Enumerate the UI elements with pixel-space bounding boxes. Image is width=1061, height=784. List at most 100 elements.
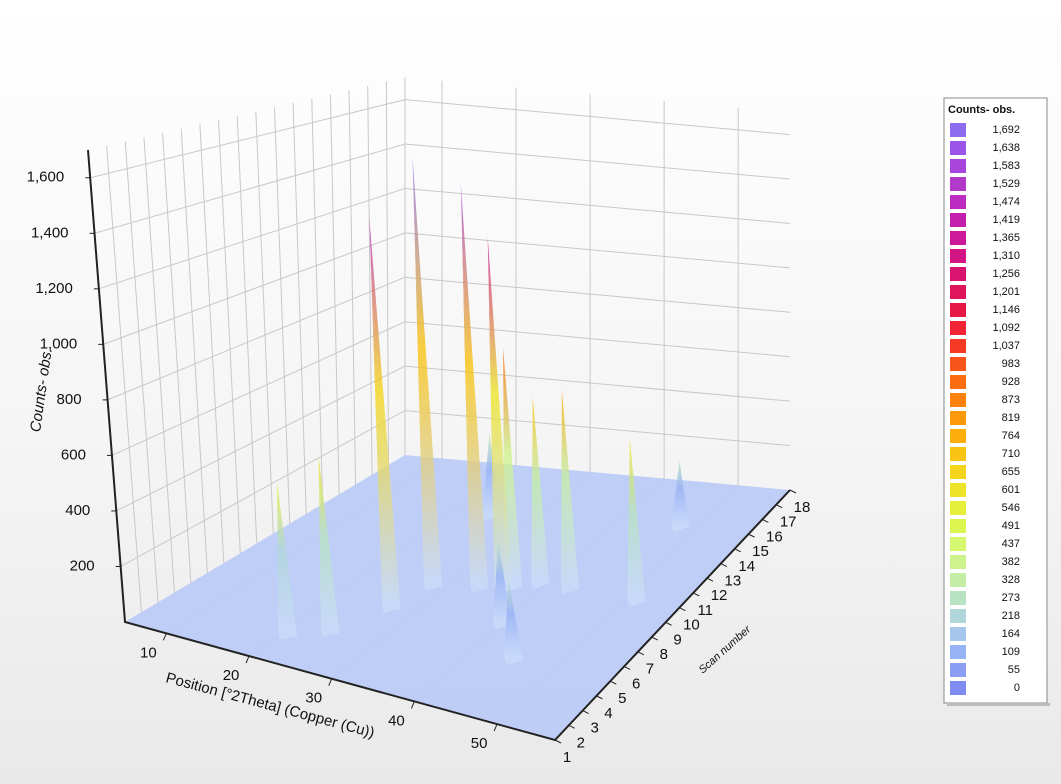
peak-face xyxy=(277,482,298,640)
y-tick-label: 3 xyxy=(590,720,598,737)
legend-swatch xyxy=(950,159,966,173)
peak-face xyxy=(561,389,563,595)
legend-label: 983 xyxy=(1002,358,1020,370)
legend-swatch xyxy=(950,663,966,677)
legend-label: 1,474 xyxy=(992,196,1020,208)
legend-swatch xyxy=(950,195,966,209)
legend-label: 1,201 xyxy=(992,286,1020,298)
tick-mark xyxy=(493,723,498,732)
y-axis-title: Scan number xyxy=(697,623,755,677)
tick-mark xyxy=(734,548,741,553)
tick-mark xyxy=(568,724,576,729)
grid-line xyxy=(98,187,791,290)
legend-label: 109 xyxy=(1002,646,1020,658)
grid-line xyxy=(236,115,258,544)
y-tick-label: 7 xyxy=(646,661,654,678)
z-tick-label: 1,400 xyxy=(31,224,69,241)
y-tick-label: 10 xyxy=(683,617,700,634)
legend-swatch xyxy=(950,177,966,191)
legend-label: 764 xyxy=(1002,430,1020,442)
grid-line xyxy=(255,111,274,534)
x-tick-label: 50 xyxy=(471,735,488,752)
peak-face xyxy=(277,482,280,640)
grid-line xyxy=(90,99,791,179)
axis-line xyxy=(87,149,791,742)
z-axis-title: Counts- obs. xyxy=(27,347,56,434)
grid-line xyxy=(106,145,142,613)
y-tick-label: 15 xyxy=(752,543,769,560)
legend-swatch xyxy=(950,681,966,695)
tick-mark xyxy=(162,633,167,641)
tick-mark xyxy=(610,680,617,685)
peak-face xyxy=(318,456,340,637)
legend-swatch xyxy=(950,609,966,623)
x-tick-label: 20 xyxy=(223,667,240,684)
tick-mark xyxy=(693,592,700,597)
peak-face xyxy=(487,236,513,595)
peak-face xyxy=(482,432,490,522)
grid-line xyxy=(218,120,241,554)
peak-face xyxy=(460,183,472,593)
y-tick-label: 1 xyxy=(563,749,571,766)
z-tick-label: 200 xyxy=(70,557,95,574)
z-tick-label: 600 xyxy=(61,446,86,463)
legend-swatch xyxy=(950,123,966,137)
legend-label: 1,638 xyxy=(992,142,1020,154)
legend-swatch xyxy=(950,303,966,317)
legend-label: 1,419 xyxy=(992,214,1020,226)
y-tick-label: 13 xyxy=(725,572,742,589)
legend-label: 55 xyxy=(1008,664,1020,676)
legend-label: 218 xyxy=(1002,610,1020,622)
legend-label: 819 xyxy=(1002,412,1020,424)
legend-label: 1,692 xyxy=(992,124,1020,136)
legend-label: 1,146 xyxy=(992,304,1020,316)
legend-swatch xyxy=(950,573,966,587)
legend-swatch xyxy=(950,321,966,335)
legend-label: 164 xyxy=(1002,628,1020,640)
peak-face xyxy=(506,579,523,666)
z-tick-label: 400 xyxy=(65,502,90,519)
peak-face xyxy=(369,217,401,613)
legend-label: 1,310 xyxy=(992,250,1020,262)
legend-swatch xyxy=(950,249,966,263)
peak-face xyxy=(561,389,579,595)
grid-line xyxy=(162,132,192,583)
tick-mark xyxy=(637,651,645,656)
grid-line xyxy=(292,103,307,514)
peak-face xyxy=(627,438,630,607)
y-tick-label: 12 xyxy=(711,587,728,604)
y-tick-label: 18 xyxy=(794,499,811,516)
legend-label: 1,037 xyxy=(992,340,1020,352)
legend-swatch xyxy=(950,213,966,227)
tick-mark xyxy=(582,710,589,715)
legend-label: 382 xyxy=(1002,556,1020,568)
tick-mark xyxy=(748,533,755,538)
legend-swatch xyxy=(950,465,966,479)
grid-line xyxy=(111,321,791,456)
y-tick-label: 4 xyxy=(604,705,612,722)
z-tick-label: 800 xyxy=(57,391,82,408)
legend-swatch xyxy=(950,339,966,353)
y-tick-label: 17 xyxy=(780,514,797,531)
legend-swatch xyxy=(950,645,966,659)
legend-swatch xyxy=(950,375,966,389)
z-tick-label: 1,600 xyxy=(27,169,65,186)
z-tick-label: 1,000 xyxy=(40,335,78,352)
legend-swatch xyxy=(950,501,966,515)
legend-swatch xyxy=(950,357,966,371)
tick-mark xyxy=(706,577,714,582)
y-tick-label: 5 xyxy=(618,690,626,707)
grid-line xyxy=(348,90,357,485)
legend-label: 1,092 xyxy=(992,322,1020,334)
legend-label: 546 xyxy=(1002,502,1020,514)
peak-face xyxy=(460,183,489,593)
axes: 200 400 600 800 1,000 1,200 1,400 1,600 10 20 30 40… xyxy=(27,149,811,766)
legend-label: 655 xyxy=(1002,466,1020,478)
grid-line xyxy=(124,141,159,603)
legend-swatch xyxy=(950,627,966,641)
legend-swatch xyxy=(950,591,966,605)
tick-mark xyxy=(596,695,603,700)
grid-line xyxy=(199,124,225,564)
tick-mark xyxy=(245,655,250,664)
legend-swatch xyxy=(950,411,966,425)
